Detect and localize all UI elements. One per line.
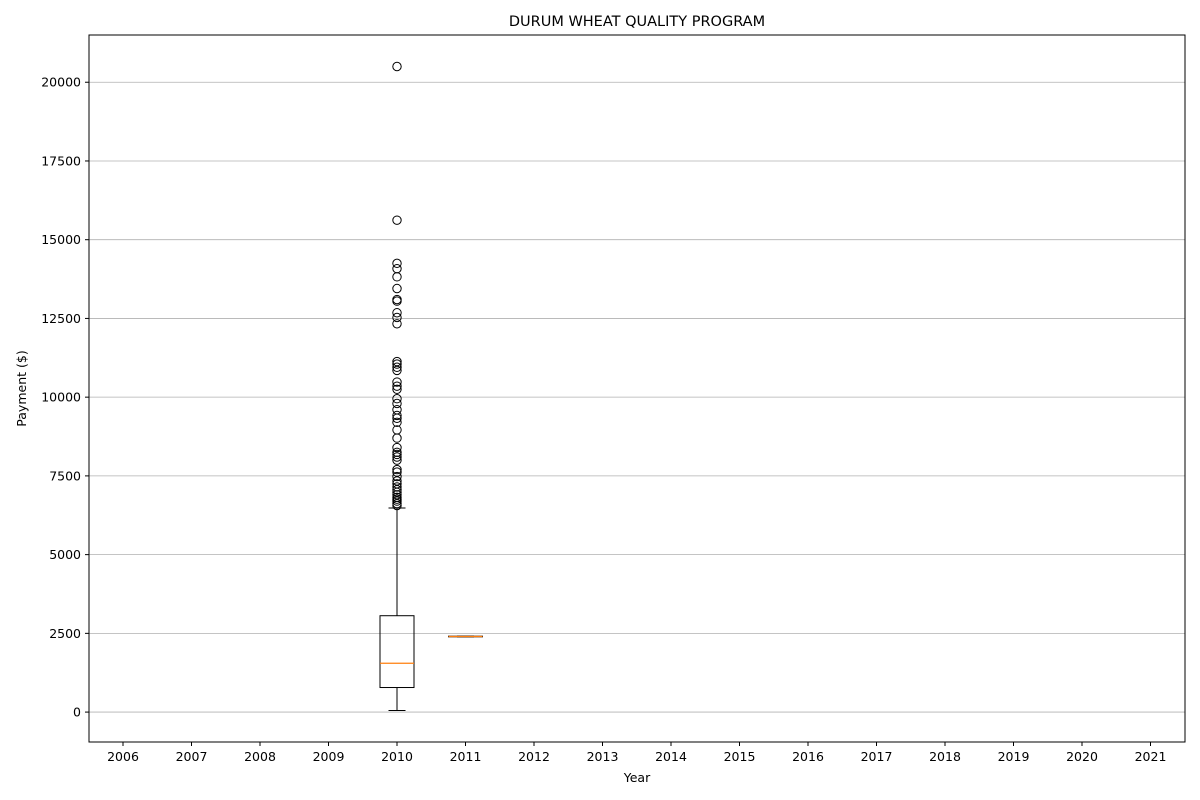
x-tick-label: 2015 (724, 749, 756, 764)
x-tick-label: 2016 (792, 749, 824, 764)
x-tick-label: 2011 (450, 749, 482, 764)
y-tick-label: 15000 (41, 232, 81, 247)
y-tick-label: 2500 (49, 626, 81, 641)
outlier-point (392, 294, 402, 305)
plot-area-frame (88, 34, 1186, 743)
x-tick-label: 2021 (1135, 749, 1167, 764)
outlier-point (392, 449, 402, 460)
outlier-point (392, 452, 402, 462)
outlier-point (392, 377, 402, 387)
outlier-point (392, 492, 402, 503)
x-tick-label: 2012 (518, 749, 550, 764)
outlier-point (392, 319, 402, 329)
chart-title: DURUM WHEAT QUALITY PROGRAM (509, 14, 765, 30)
outlier-point (392, 215, 402, 225)
outlier-point (392, 258, 402, 269)
x-tick-label: 2018 (929, 749, 961, 764)
outlier-point (392, 405, 402, 415)
outlier-point (392, 362, 402, 372)
x-tick-label: 2008 (244, 749, 276, 764)
x-tick-label: 2007 (176, 749, 208, 764)
x-tick-label: 2009 (313, 749, 345, 764)
outlier-point (392, 410, 402, 421)
outlier-point (392, 464, 402, 475)
outlier-point (392, 482, 402, 492)
outlier-point (392, 61, 402, 72)
outlier-point (392, 272, 402, 282)
outlier-point (392, 442, 402, 453)
iqr-box (379, 615, 415, 689)
outlier-point (392, 471, 402, 482)
outlier-point (392, 467, 402, 477)
outlier-point (392, 312, 402, 323)
x-axis-label: Year (623, 770, 651, 785)
grid-lines (89, 81, 1185, 713)
y-tick-label: 0 (73, 705, 81, 720)
box-2011 (448, 635, 483, 638)
box-series (379, 61, 483, 712)
y-tick-label: 7500 (49, 468, 81, 483)
outlier-point (392, 308, 402, 318)
x-tick-label: 2013 (587, 749, 619, 764)
outlier-point (392, 381, 402, 391)
y-axis-label: Payment ($) (14, 350, 29, 426)
outlier-point (392, 394, 402, 404)
y-tick-label: 5000 (49, 547, 81, 562)
y-tick-label: 10000 (41, 390, 81, 405)
outlier-point (392, 359, 402, 369)
outlier-point (392, 425, 402, 435)
y-axis-ticks: 0 2500 5000 7500 10000 12500 15000 17500 20000 (41, 75, 89, 720)
x-axis-ticks: 2006 2007 2008 2009 2010 2011 2012 2013 2014 2015… (107, 742, 1166, 764)
outlier-point (392, 447, 402, 457)
outlier-point (392, 263, 402, 274)
outlier-point (392, 490, 402, 500)
x-tick-label: 2006 (107, 749, 139, 764)
y-tick-label: 17500 (41, 153, 81, 168)
box-2010 (379, 61, 415, 712)
outlier-point (392, 384, 402, 394)
outlier-point (392, 356, 402, 367)
x-tick-label: 2010 (381, 749, 413, 764)
y-tick-label: 12500 (41, 311, 81, 326)
outlier-point (392, 398, 402, 409)
outlier-point (392, 479, 402, 489)
outlier-point (392, 455, 402, 465)
x-tick-label: 2017 (861, 749, 893, 764)
x-tick-label: 2020 (1066, 749, 1098, 764)
outlier-point (392, 283, 402, 294)
x-tick-label: 2014 (655, 749, 687, 764)
x-tick-label: 2019 (998, 749, 1030, 764)
outlier-point (392, 417, 402, 428)
y-tick-label: 20000 (41, 75, 81, 90)
outlier-point (392, 433, 402, 443)
